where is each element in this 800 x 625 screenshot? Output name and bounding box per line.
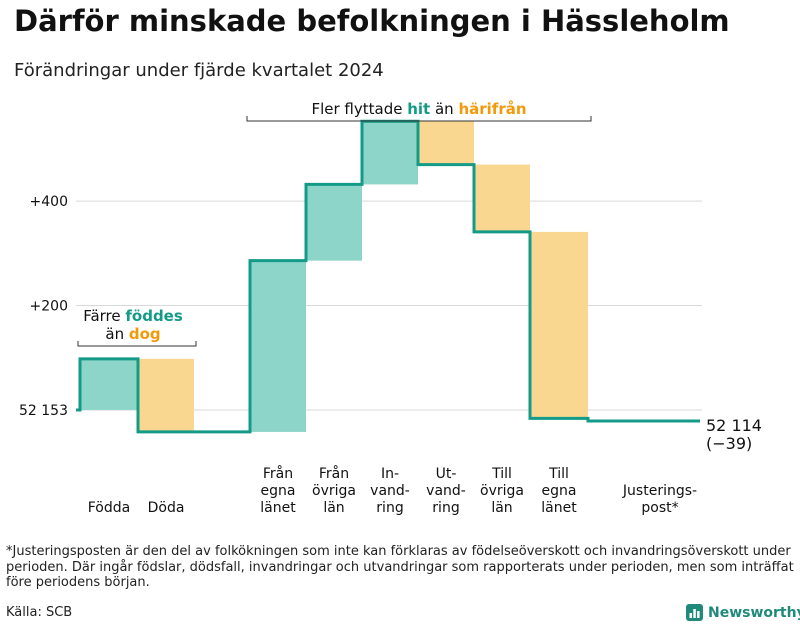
x-label-line: egna [542, 483, 577, 499]
bar-emigration [418, 121, 474, 165]
x-label-line: post* [641, 500, 678, 516]
x-label-immigration: In-vand-ring [370, 466, 410, 516]
x-label-line: In- [381, 466, 399, 482]
annotation-highlight-teal: föddes [125, 307, 182, 325]
annotation-highlight-teal: hit [407, 100, 430, 118]
end-change-label: (−39) [706, 434, 752, 453]
annotation-text: än [430, 100, 458, 118]
x-label-line: Till [548, 466, 569, 482]
x-label-to-other-counties: Till övriga län [480, 466, 524, 516]
annotation-bracket-left [77, 341, 197, 347]
bar-from-own-county [250, 260, 306, 432]
x-label-line: län [323, 500, 344, 516]
x-label-line: Från [319, 465, 349, 482]
annotation-births-deaths-line2: än dog [105, 325, 160, 343]
x-label-deaths: Döda [148, 500, 185, 516]
bar-from-other-counties [306, 184, 362, 261]
x-label-line: vand- [370, 483, 410, 499]
annotation-highlight-orange: härifrån [458, 100, 526, 118]
x-label-from-other-counties: Från övriga län [312, 465, 356, 516]
x-label-line: länet [541, 500, 577, 516]
bar-to-other-counties [474, 164, 530, 232]
chart-title: Därför minskade befolkningen i Hässlehol… [14, 4, 730, 38]
brand-name: Newsworthy [708, 604, 800, 621]
x-label-line: Från [263, 465, 293, 482]
x-label-line: Till [491, 466, 512, 482]
x-label-line: ring [432, 500, 459, 516]
annotation-text: än [105, 325, 128, 343]
x-label-births: Födda [88, 500, 130, 516]
annotation-migration: Fler flyttade hit än härifrån [311, 100, 526, 118]
annotation-highlight-orange: dog [129, 325, 161, 343]
annotation-text: Färre [83, 307, 125, 325]
x-label-line: övriga [312, 483, 356, 499]
source-label: Källa: SCB [6, 605, 73, 620]
footnote: *Justeringsposten är den del av folkökni… [6, 544, 794, 590]
x-label-emigration: Ut-vand-ring [426, 466, 466, 516]
x-label-line: övriga [480, 483, 524, 499]
x-label-line: vand- [426, 483, 466, 499]
annotation-births-deaths-line1: Färre föddes [83, 307, 183, 325]
annotation-bracket-right [246, 116, 592, 122]
x-label-from-own-county: Från egna länet [260, 465, 296, 516]
x-label-to-own-county: Till egna länet [541, 466, 577, 516]
bar-immigration [362, 121, 418, 185]
x-label-line: ring [376, 500, 403, 516]
brand-logo: Newsworthy [686, 604, 800, 621]
x-label-line: länet [260, 500, 296, 516]
start-value-label: 52 153 [19, 403, 68, 419]
annotation-text: Fler flyttade [311, 100, 407, 118]
x-label-line: Döda [148, 500, 185, 516]
x-label-line: Ut- [436, 466, 457, 482]
cumulative-step-line [76, 119, 700, 434]
bar-chart-icon [686, 604, 703, 621]
end-value-label: 52 114 [706, 416, 762, 435]
bar-to-own-county [530, 231, 588, 419]
x-label-line: egna [261, 483, 296, 499]
bar-births [80, 358, 138, 410]
x-label-line: Justerings- [622, 483, 697, 499]
bar-deaths [138, 358, 194, 432]
chart-subtitle: Förändringar under fjärde kvartalet 2024 [14, 60, 384, 81]
x-label-line: län [491, 500, 512, 516]
x-label-line: Födda [88, 500, 130, 516]
x-label-adjustment: Justerings-post* [622, 483, 697, 516]
y-tick-label: +200 [30, 299, 68, 315]
y-tick-label: +400 [30, 194, 68, 210]
